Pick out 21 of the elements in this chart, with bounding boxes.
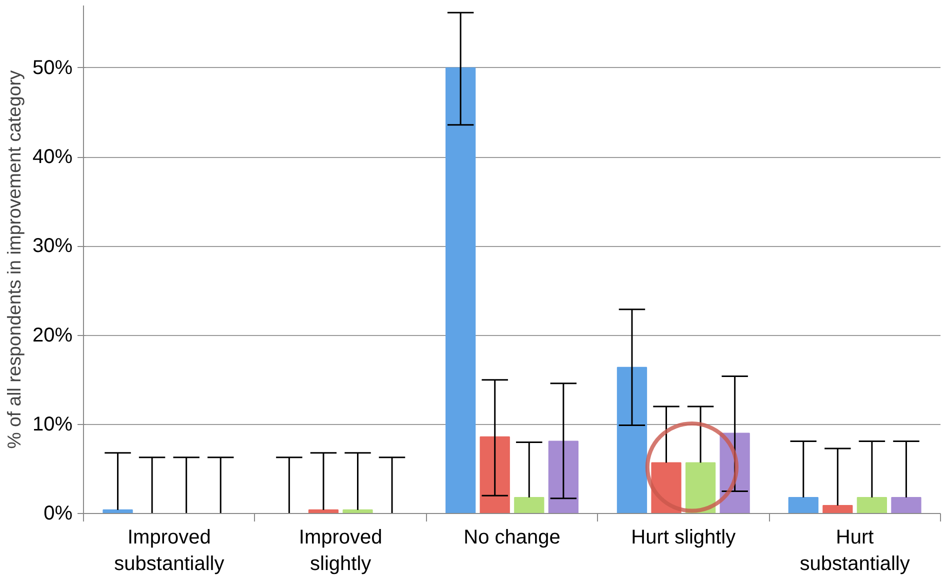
bar (856, 496, 888, 514)
bar (891, 496, 922, 514)
y-tick-label: 0% (44, 502, 73, 524)
y-axis-title: % of all respondents in improvement category (3, 70, 24, 449)
bar (480, 436, 510, 514)
y-tick-label: 10% (32, 413, 73, 436)
bar (822, 504, 853, 514)
y-tick-label: 40% (32, 146, 73, 168)
x-tick-label: Hurt slightly (631, 526, 736, 548)
x-tick-label: Improved substantially (114, 526, 224, 575)
bar (685, 462, 716, 514)
bar (788, 496, 818, 514)
y-tick-label: 50% (32, 56, 73, 79)
y-tick-label: 20% (32, 324, 73, 346)
bar (446, 67, 476, 514)
y-tick-label: 30% (32, 235, 73, 258)
x-tick-label: Improved slightly (298, 526, 382, 575)
x-tick-label: No change (464, 526, 560, 548)
bar (514, 496, 544, 514)
x-tick-label: Hurt substantially (800, 526, 910, 575)
bar (548, 440, 578, 514)
